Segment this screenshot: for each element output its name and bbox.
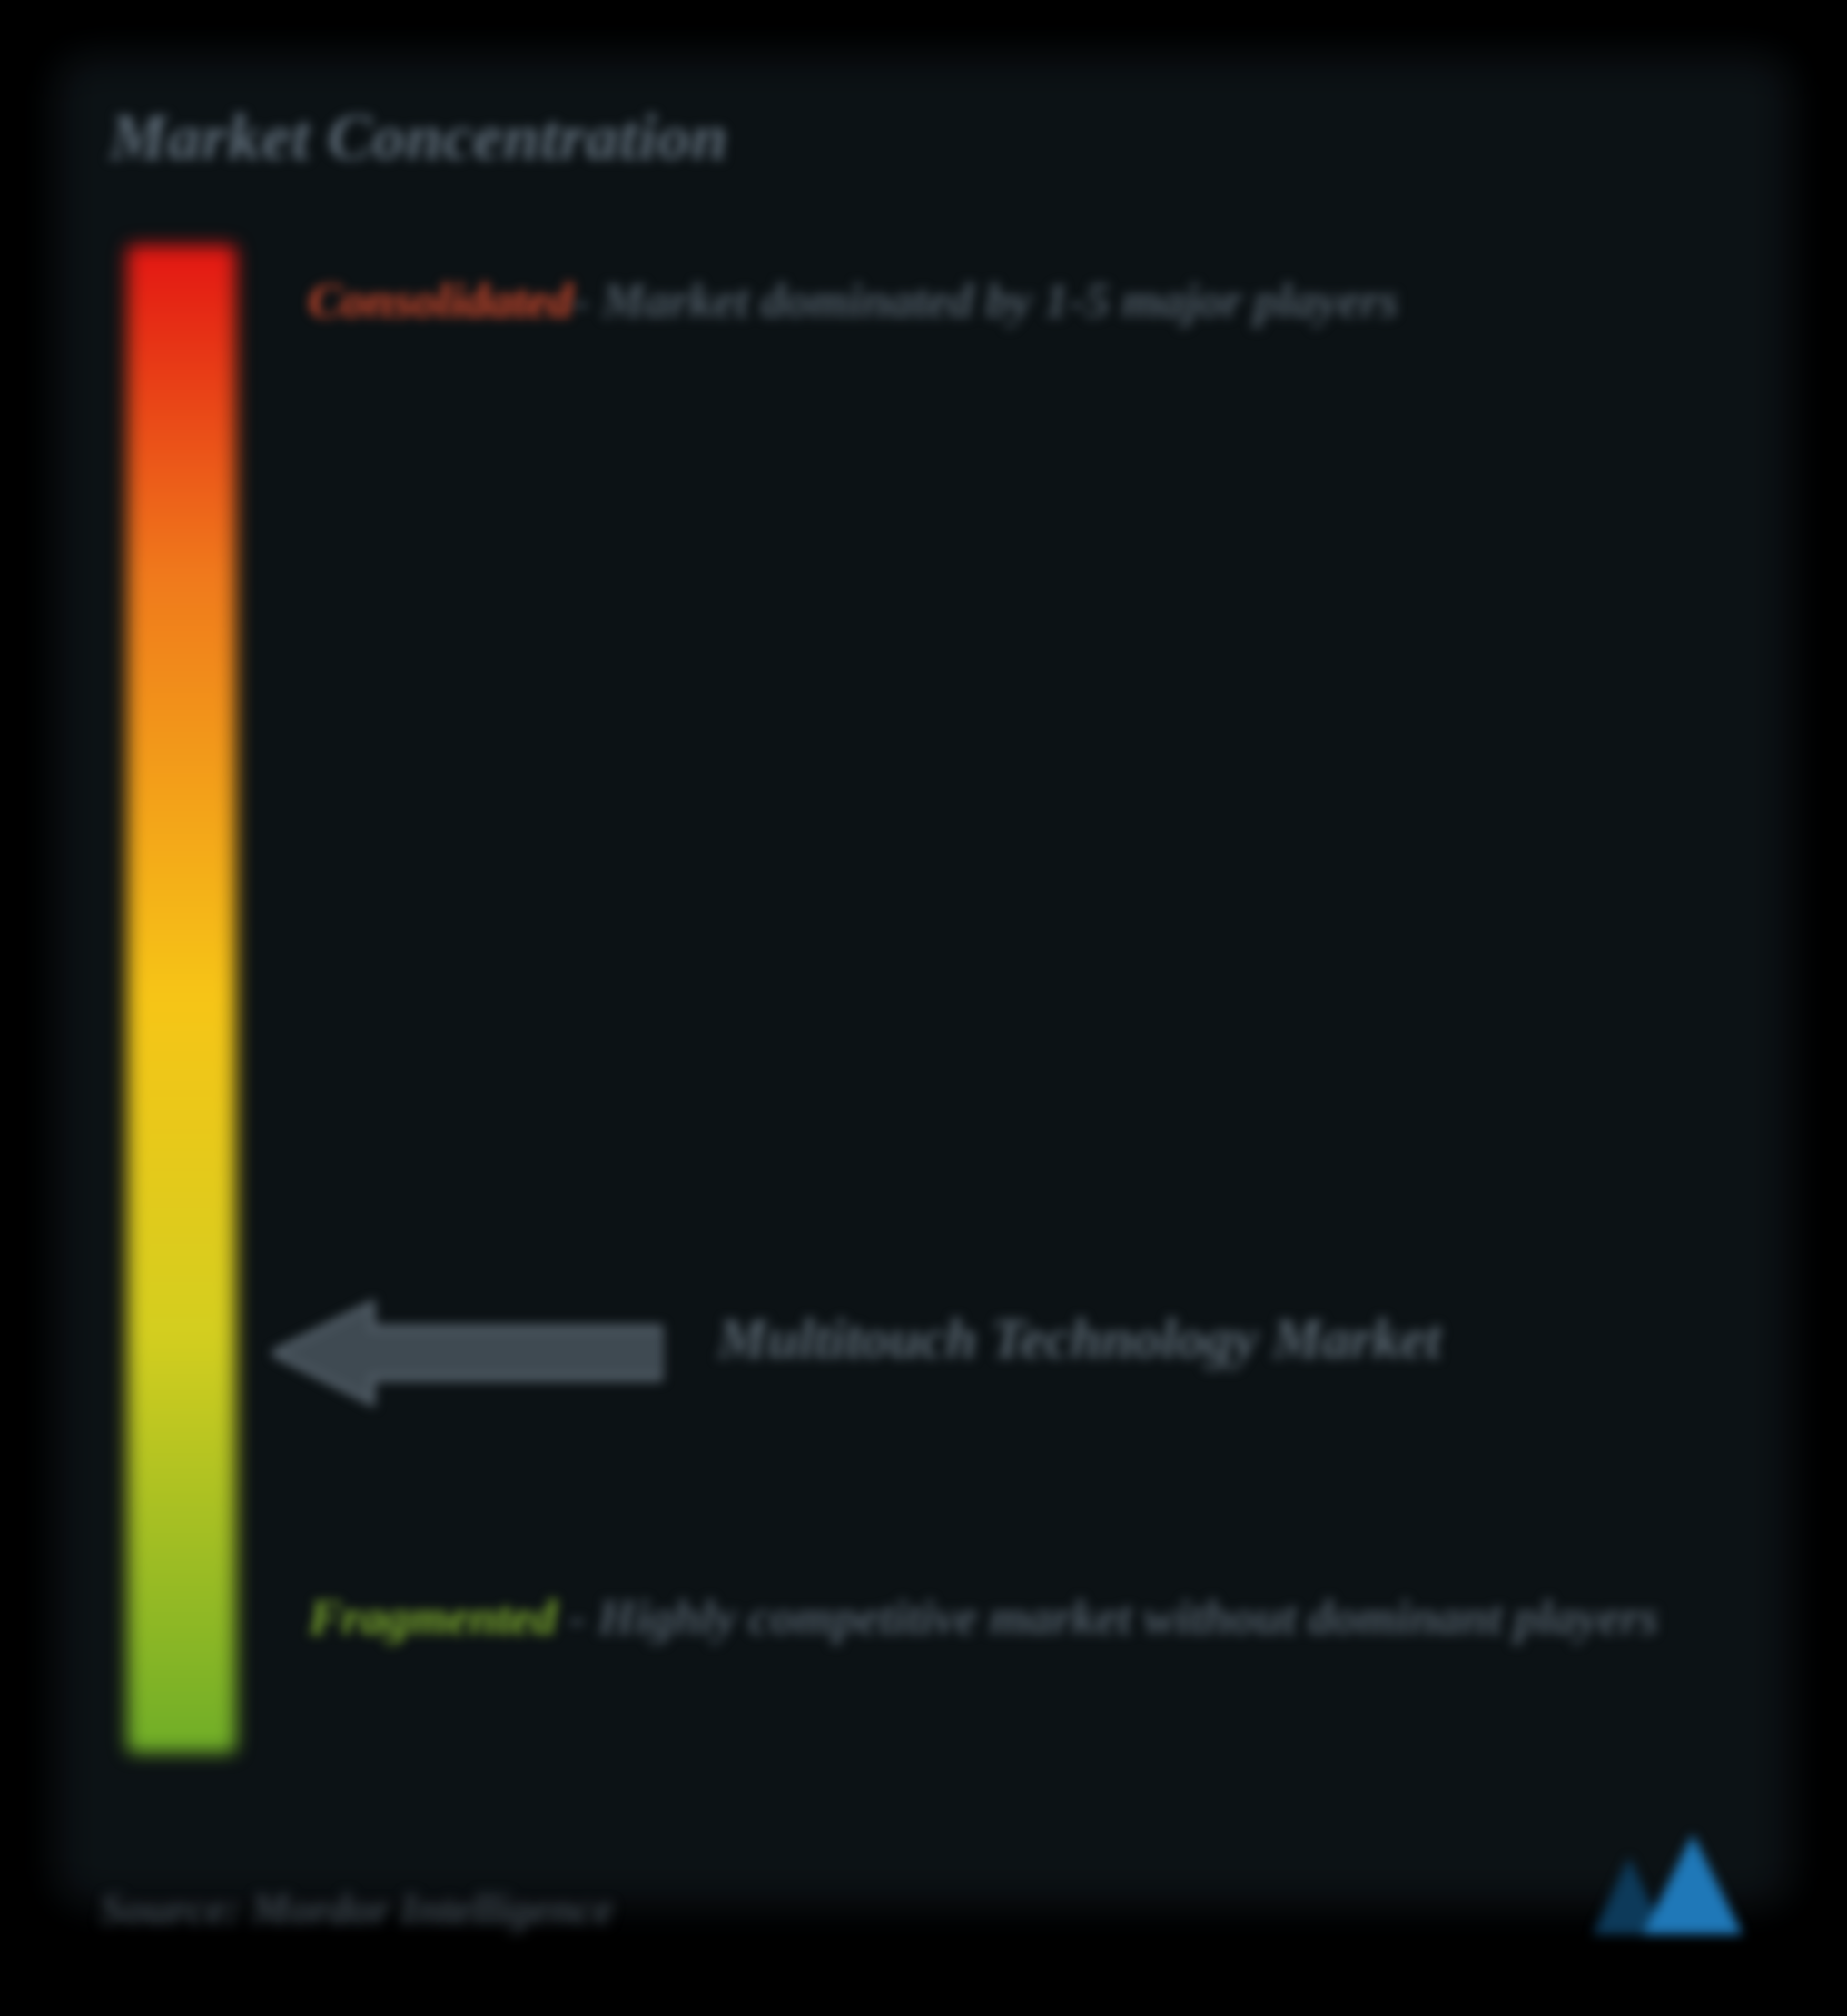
arrow-left-icon [272, 1299, 663, 1408]
market-pointer-label: Multitouch Technology Market [717, 1308, 1774, 1372]
pointer-arrow [272, 1299, 663, 1408]
fragmented-lead: Fragmented [309, 1590, 557, 1645]
mordor-logo-icon [1566, 1834, 1747, 1952]
infographic-frame: Market Concentration Consolidated- Marke… [0, 0, 1847, 2016]
source-attribution: Source: Mordor Intelligence [100, 1884, 613, 1934]
page-title: Market Concentration [109, 100, 728, 175]
consolidated-lead: Consolidated [309, 273, 573, 328]
content-layer: Market Concentration Consolidated- Marke… [0, 0, 1847, 2016]
concentration-gradient-bar [127, 245, 236, 1753]
fragmented-label-block: Fragmented - Highly competitive market w… [309, 1580, 1747, 1656]
source-text: Mordor Intelligence [252, 1885, 614, 1933]
consolidated-label-block: Consolidated- Market dominated by 1-5 ma… [309, 263, 1747, 340]
consolidated-rest: - Market dominated by 1-5 major players [573, 273, 1398, 328]
source-prefix: Source: [100, 1885, 252, 1933]
fragmented-rest: - Highly competitive market without domi… [557, 1590, 1659, 1645]
